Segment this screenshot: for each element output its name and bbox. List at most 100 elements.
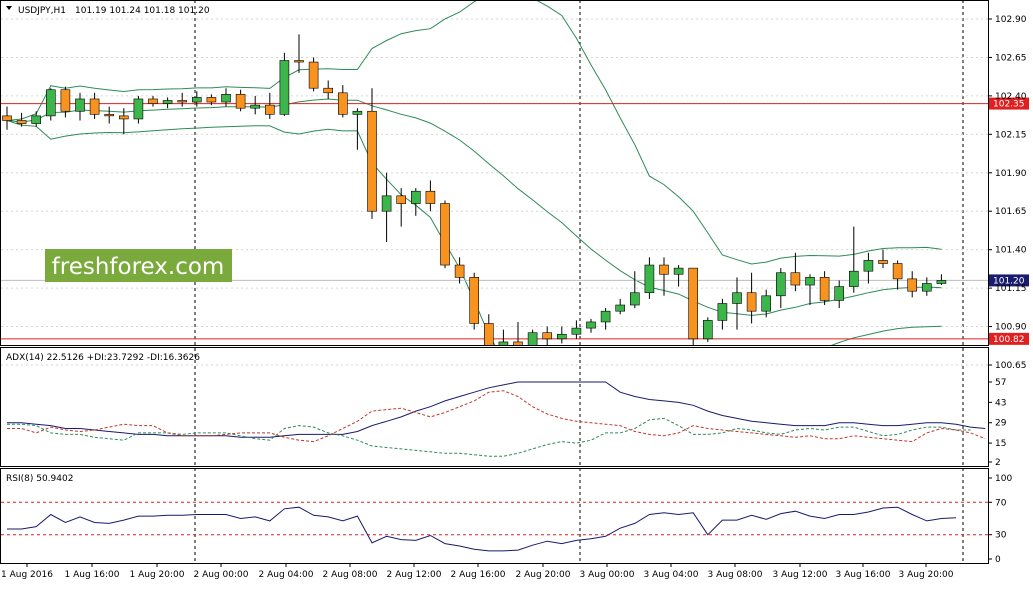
candle-body	[717, 303, 728, 321]
current-price-label: 101.20	[993, 276, 1025, 286]
price-tick-label: 101.65	[995, 207, 1027, 217]
bollinger-bands	[6, 1, 942, 345]
level-tag-1	[989, 332, 1029, 345]
candle-body	[148, 98, 158, 104]
rsi-title: RSI(8) 50.9402	[6, 474, 73, 484]
time-tick-label: 1 Aug 16:00	[65, 570, 120, 580]
time-tick-label: 3 Aug 16:00	[836, 570, 891, 580]
time-tick-label: 1 Aug 2016	[1, 570, 53, 580]
candle-body	[542, 332, 553, 340]
candle-body	[775, 272, 786, 297]
candle-body	[367, 110, 377, 212]
candle-body	[702, 320, 713, 340]
candle-body	[746, 292, 757, 312]
time-tick-label: 3 Aug 00:00	[580, 570, 635, 580]
rsi-tick-label: 70	[995, 498, 1007, 508]
price-tick-label: 102.15	[995, 130, 1027, 140]
candle-body	[834, 286, 845, 301]
candle-body	[352, 110, 363, 115]
candle-body	[440, 203, 450, 266]
time-tick-label: 3 Aug 20:00	[899, 570, 954, 580]
price-tick-label: 102.90	[995, 15, 1027, 25]
candle-body	[848, 270, 859, 287]
price-tick-label: 100.65	[995, 361, 1027, 371]
price-tick-label: 101.40	[995, 246, 1027, 256]
candle-body	[425, 190, 436, 204]
adx-tick-label: 43	[995, 398, 1006, 408]
candle-body	[483, 323, 494, 345]
candle-body	[673, 267, 684, 275]
collapse-arrow-icon[interactable]	[6, 6, 12, 10]
candle-body	[250, 104, 260, 109]
level-tag-label-1: 100.82	[993, 335, 1025, 345]
price-tick-label: 102.65	[995, 53, 1027, 63]
rsi-line	[7, 506, 957, 552]
price-tick-label: 101.15	[995, 284, 1027, 294]
rsi-tick-label: 100	[995, 474, 1012, 484]
price-tick-label: 100.90	[995, 323, 1027, 333]
level-tag-label-0: 102.35	[993, 100, 1025, 110]
candle-body	[819, 277, 830, 301]
adx-tick-label: 57	[995, 378, 1006, 388]
rsi-panel-frame	[0, 468, 989, 564]
candle-body	[878, 260, 888, 264]
candle-body	[527, 332, 538, 345]
symbol-label: USDJPY,H1	[18, 6, 66, 16]
candle-body	[556, 333, 567, 340]
axis-labels: 102.90 102.65 102.40 102.15 101.90 101.65 101.…	[1, 15, 1027, 580]
candle-body	[805, 277, 815, 286]
candle-body	[586, 321, 596, 329]
candle-body	[294, 60, 304, 63]
header: USDJPY,H1 101.19 101.24 101.18 101.20	[6, 6, 210, 16]
candle-body	[235, 94, 246, 109]
time-tick-label: 2 Aug 12:00	[387, 570, 442, 580]
time-tick-label: 2 Aug 00:00	[194, 570, 249, 580]
rsi-lines	[1, 501, 988, 552]
time-tick-label: 1 Aug 20:00	[130, 570, 185, 580]
candle-body	[790, 272, 801, 286]
candle-body	[761, 295, 772, 312]
candle-body	[192, 97, 202, 103]
candle-body	[31, 115, 42, 124]
candle-body	[104, 114, 114, 117]
candle-body	[892, 263, 903, 280]
candle-body	[863, 260, 874, 272]
time-tick-label: 2 Aug 20:00	[516, 570, 571, 580]
candle-body	[323, 87, 334, 94]
middle-band	[6, 98, 942, 316]
candle-body	[600, 310, 611, 323]
candle-body	[381, 195, 392, 212]
candle-body	[2, 115, 12, 121]
time-tick-label: 3 Aug 12:00	[773, 570, 828, 580]
grid	[1, 0, 988, 563]
candle-body	[571, 327, 582, 335]
minus-di-line	[7, 390, 986, 443]
time-tick-label: 2 Aug 08:00	[323, 570, 378, 580]
candle-body	[221, 94, 231, 103]
candle-body	[907, 278, 918, 292]
candle-body	[308, 61, 319, 89]
candle-body	[513, 341, 523, 345]
horizontal-levels: 102.35 100.82 101.20	[1, 97, 1029, 345]
brand-logo: freshforex.com	[45, 249, 232, 282]
adx-line	[7, 381, 986, 438]
candle-body	[469, 277, 480, 324]
time-tick-label: 3 Aug 04:00	[644, 570, 699, 580]
candle-body	[162, 100, 173, 104]
candle-body	[119, 115, 129, 120]
adx-tick-label: 15	[995, 439, 1006, 449]
current-price-tag	[989, 274, 1029, 287]
plus-di-line	[7, 417, 971, 457]
candle-body	[688, 267, 699, 340]
candle-body	[498, 341, 509, 345]
candle-body	[133, 98, 144, 120]
adx-tick-label: 2	[995, 458, 1001, 468]
adx-tick-label: 29	[995, 419, 1007, 429]
candle-body	[410, 190, 421, 204]
candle-body	[75, 98, 85, 112]
candle-body	[177, 100, 187, 103]
candle-body	[921, 283, 932, 292]
candle-body	[279, 60, 290, 115]
